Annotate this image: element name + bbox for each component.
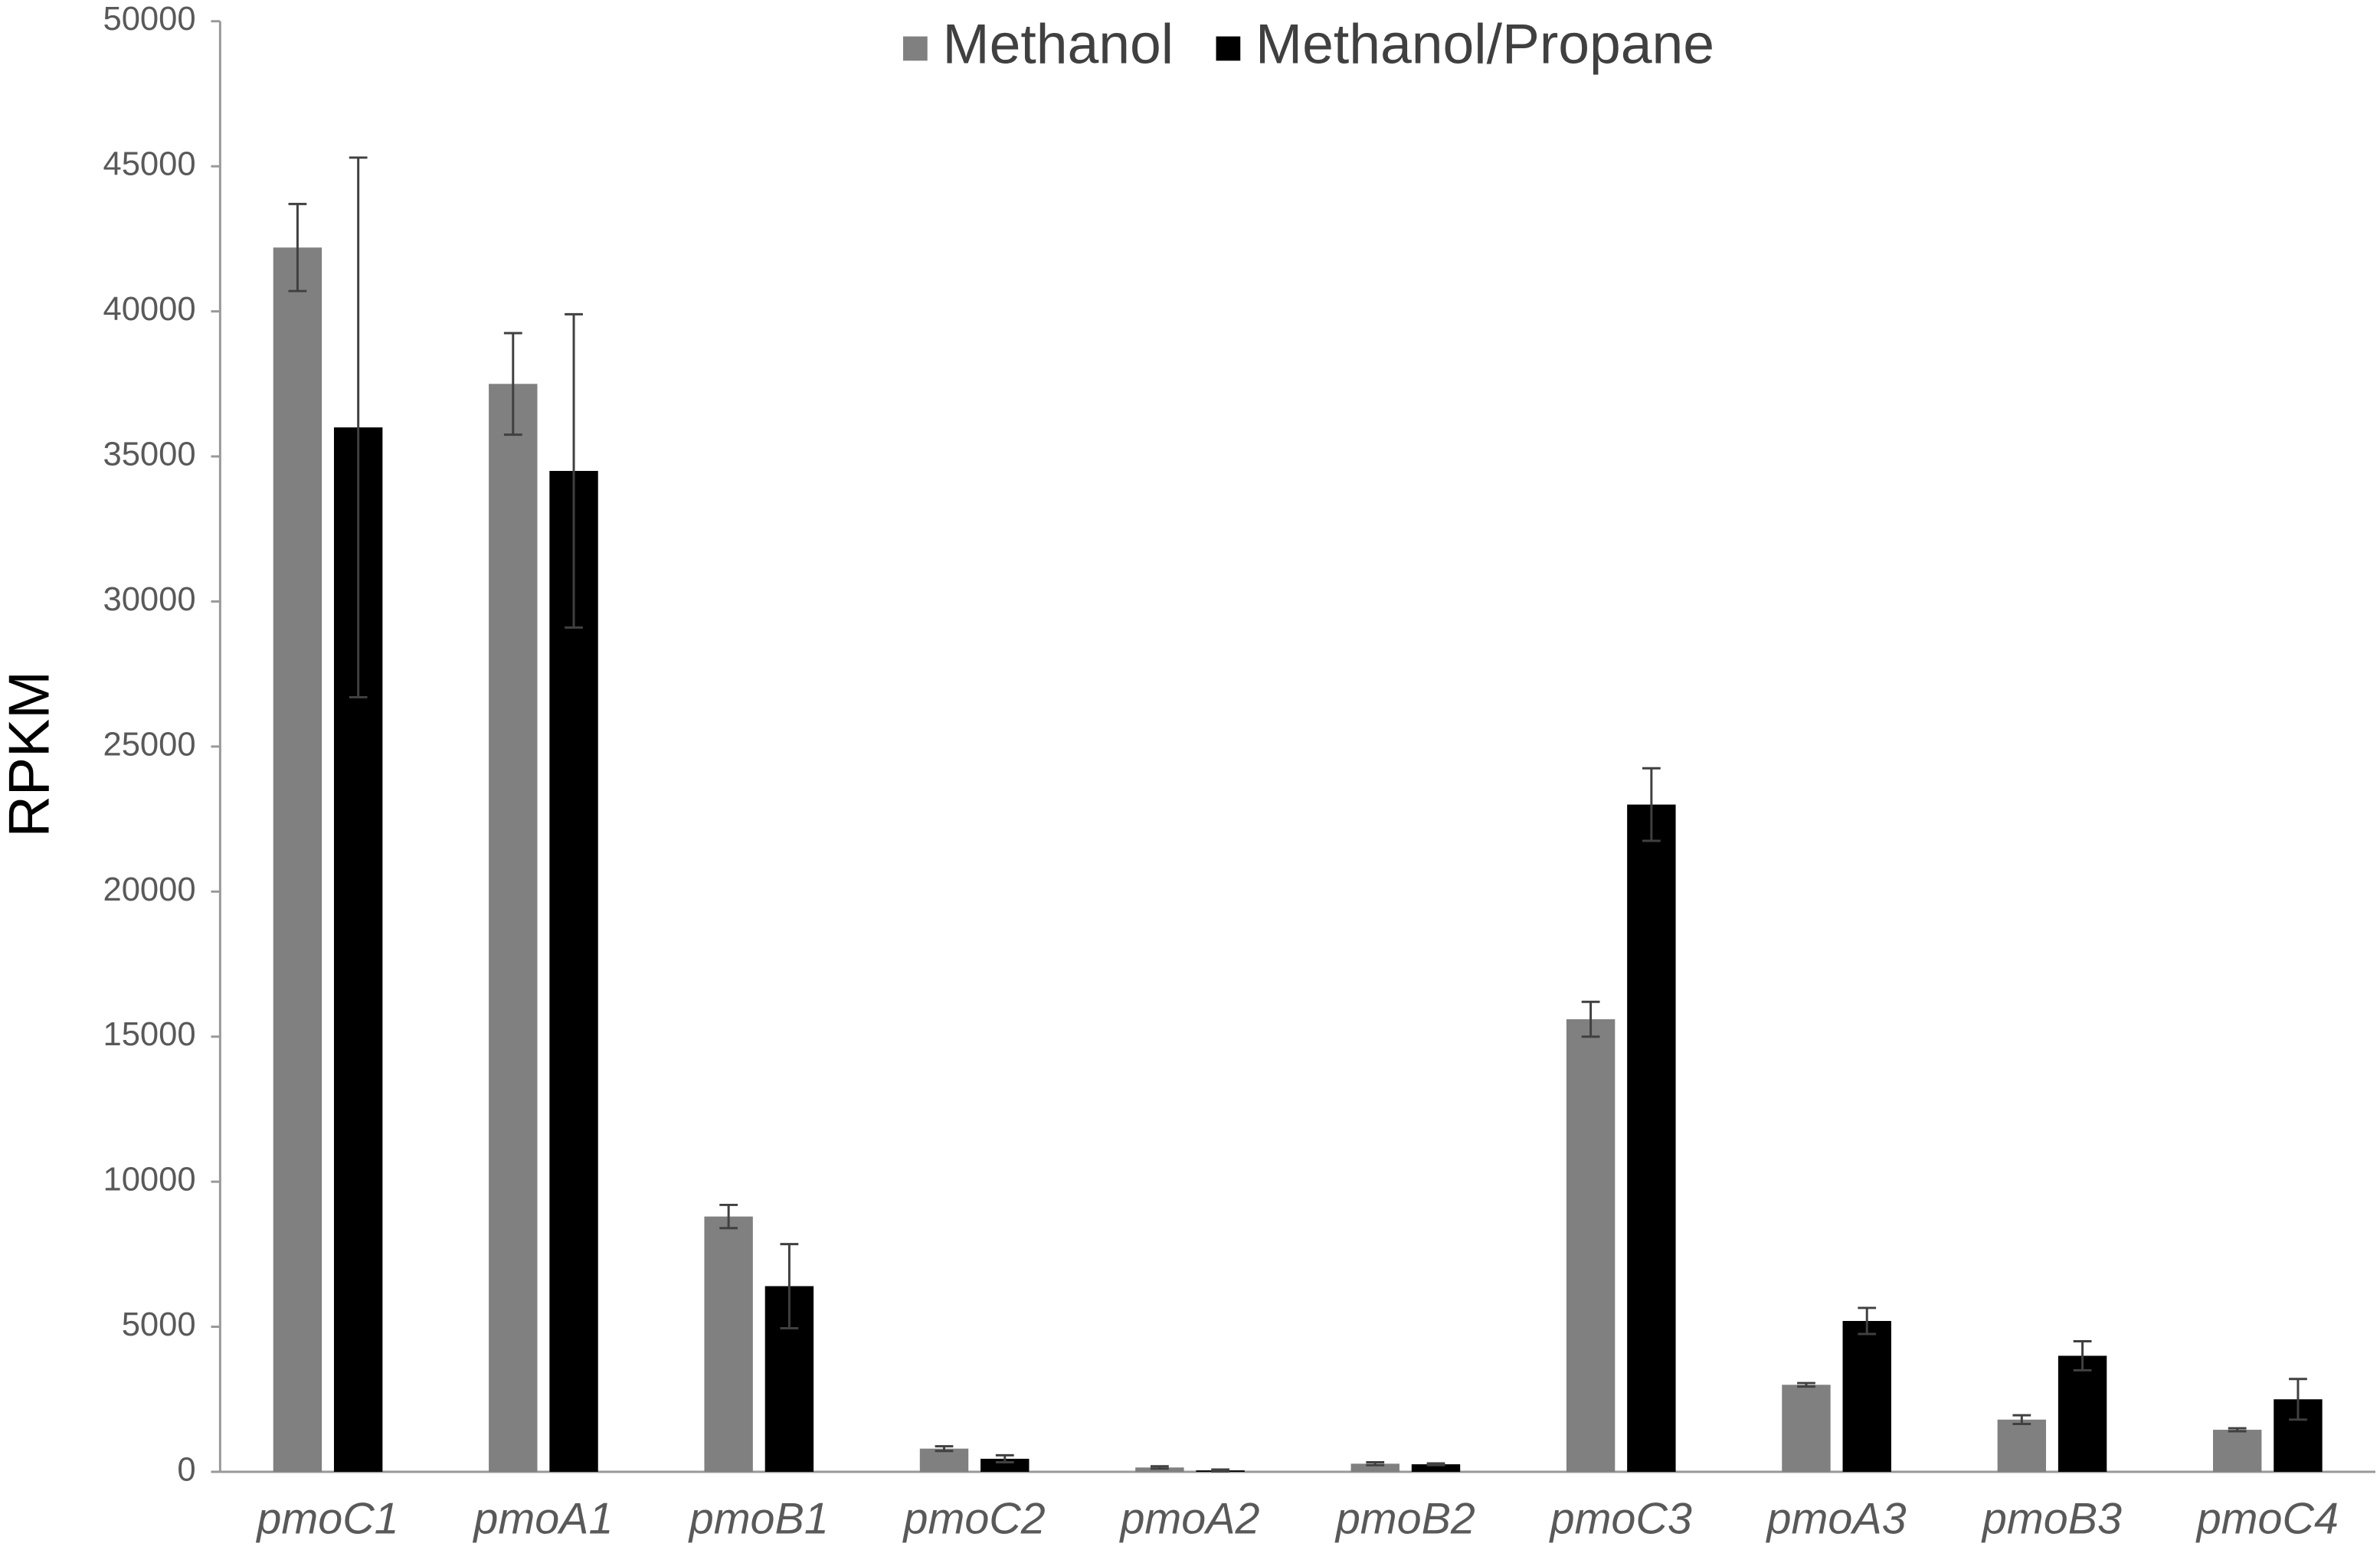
y-tick-label: 45000 — [103, 146, 195, 183]
bar — [273, 247, 322, 1472]
error-bar — [719, 1203, 738, 1230]
bar — [704, 1216, 753, 1472]
bar — [1411, 1464, 1461, 1472]
legend-label: Methanol/Propane — [1255, 13, 1714, 76]
y-tick-label: 0 — [177, 1452, 195, 1489]
bar — [1627, 804, 1676, 1472]
y-tick-label: 10000 — [103, 1162, 195, 1198]
y-tick-label: 25000 — [103, 726, 195, 763]
error-bar — [349, 156, 368, 698]
y-tick-label: 40000 — [103, 291, 195, 328]
bar — [1842, 1320, 1891, 1472]
error-bar — [780, 1243, 799, 1329]
error-bar — [2012, 1414, 2031, 1425]
x-tick-label: pmoA2 — [1118, 1495, 1259, 1544]
x-tick-label: pmoA1 — [472, 1495, 613, 1544]
error-bar — [1211, 1468, 1230, 1473]
y-tick-label: 35000 — [103, 436, 195, 473]
error-bar — [565, 312, 583, 629]
y-tick-label: 15000 — [103, 1016, 195, 1053]
error-bar — [1581, 1000, 1600, 1038]
error-bar — [1366, 1461, 1385, 1466]
error-bar — [288, 202, 307, 293]
error-bar — [2073, 1340, 2092, 1372]
x-tick-label: pmoB1 — [688, 1495, 829, 1544]
bar — [1997, 1419, 2047, 1472]
bar — [1782, 1385, 1831, 1472]
error-bar — [1426, 1462, 1445, 1466]
bar — [919, 1448, 969, 1472]
error-bar — [1858, 1306, 1877, 1336]
x-tick-label: pmoC3 — [1549, 1495, 1692, 1544]
x-tick-label: pmoB3 — [1981, 1495, 2122, 1544]
bar — [2058, 1355, 2107, 1472]
error-bar — [1642, 767, 1661, 842]
error-bar — [1150, 1465, 1169, 1470]
error-bar — [503, 332, 522, 436]
legend-swatch — [1216, 36, 1241, 61]
x-tick-label: pmoA3 — [1766, 1495, 1907, 1544]
y-tick-label: 30000 — [103, 581, 195, 618]
x-tick-label: pmoC2 — [902, 1495, 1046, 1544]
legend-label: Methanol — [943, 13, 1174, 76]
bar — [549, 470, 598, 1472]
x-tick-label: pmoC4 — [2195, 1495, 2339, 1544]
bar — [489, 384, 538, 1472]
error-bar — [2289, 1378, 2307, 1421]
y-tick-label: 20000 — [103, 871, 195, 908]
error-bar — [995, 1453, 1014, 1463]
x-tick-label: pmoC1 — [255, 1495, 398, 1544]
error-bar — [2228, 1427, 2247, 1433]
x-tick-label: pmoB2 — [1334, 1495, 1475, 1544]
y-tick-label: 5000 — [122, 1306, 196, 1343]
y-axis-label: RPKM — [0, 671, 61, 838]
error-bar — [935, 1445, 954, 1453]
bar — [980, 1458, 1030, 1472]
error-bar — [1797, 1381, 1815, 1388]
bar — [1566, 1018, 1616, 1472]
bar — [2212, 1430, 2262, 1472]
legend-swatch — [903, 36, 928, 61]
bar — [1350, 1463, 1400, 1472]
y-tick-label: 50000 — [103, 1, 195, 38]
